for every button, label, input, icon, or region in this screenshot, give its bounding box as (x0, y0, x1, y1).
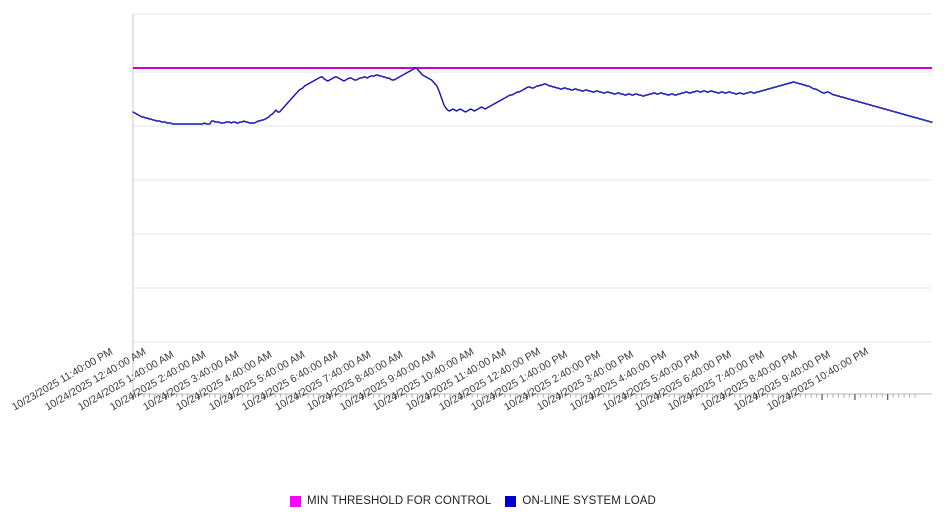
legend-label-online-system-load: ON-LINE SYSTEM LOAD (522, 495, 656, 507)
x-axis-ticks (132, 394, 916, 400)
chart-legend: MIN THRESHOLD FOR CONTROL ON-LINE SYSTEM… (0, 495, 946, 507)
gridlines (133, 13, 932, 395)
legend-item-online-system-load[interactable]: ON-LINE SYSTEM LOAD (505, 495, 656, 507)
legend-swatch-online-system-load (505, 495, 517, 507)
legend-swatch-min-threshold (290, 495, 302, 507)
online-system-load-line (132, 67, 933, 125)
legend-item-min-threshold[interactable]: MIN THRESHOLD FOR CONTROL (290, 495, 491, 507)
legend-label-min-threshold: MIN THRESHOLD FOR CONTROL (307, 495, 492, 507)
